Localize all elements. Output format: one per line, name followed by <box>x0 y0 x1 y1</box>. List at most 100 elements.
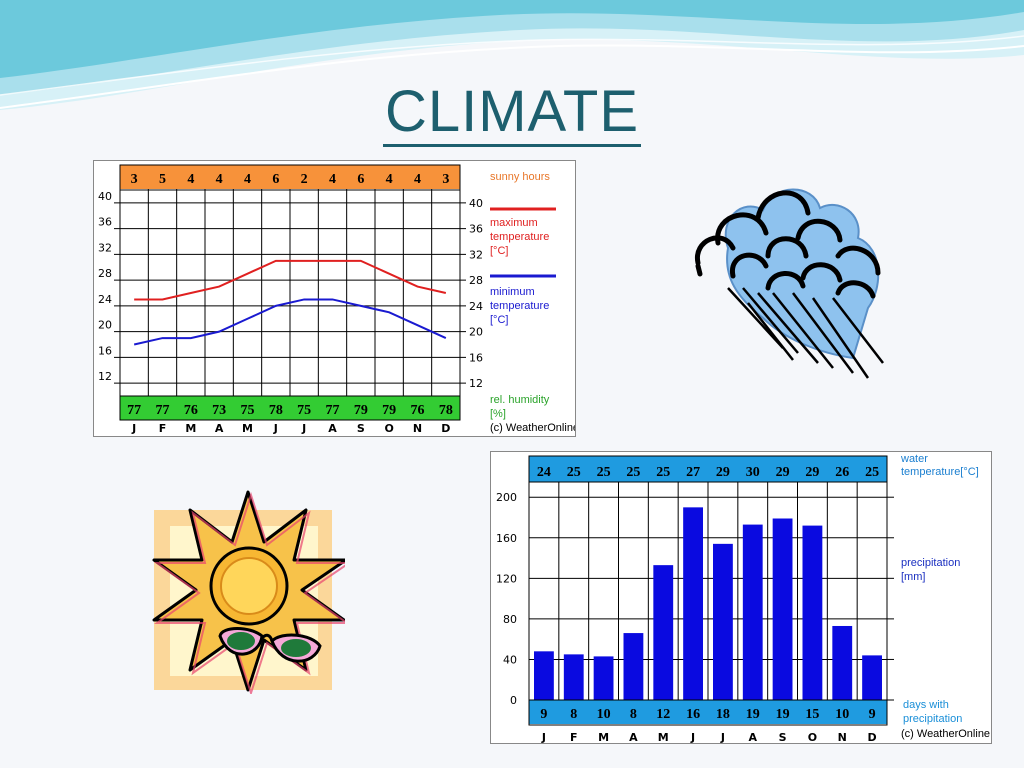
rain-days-value: 8 <box>630 707 637 722</box>
water-temperature-value: 29 <box>776 465 790 480</box>
y-tick-label-left: 12 <box>98 370 112 383</box>
humidity-value: 75 <box>297 403 311 418</box>
precipitation-bar <box>623 633 644 700</box>
month-label: O <box>808 731 817 743</box>
rain-days-value: 8 <box>570 707 577 722</box>
month-label: N <box>838 731 847 743</box>
y-tick-label-right: 32 <box>469 248 483 261</box>
rain-days-value: 12 <box>656 707 670 722</box>
max-temperature-line <box>134 259 447 301</box>
precipitation-bar <box>713 543 733 700</box>
month-label: J <box>720 731 725 743</box>
y-tick-label-left: 20 <box>98 319 112 332</box>
humidity-value: 78 <box>439 403 453 418</box>
sunny-hours-value: 4 <box>244 172 251 187</box>
plot-frame <box>528 455 888 726</box>
month-label: J <box>690 731 695 743</box>
water-temperature-value: 25 <box>656 465 670 480</box>
sunny-hours-value: 5 <box>159 172 166 187</box>
precipitation-bar <box>802 525 823 700</box>
water-temperature-value: 24 <box>537 465 551 480</box>
month-label: D <box>868 731 877 743</box>
y-tick-label-right: 16 <box>469 351 483 364</box>
month-label: M <box>598 731 609 743</box>
month-label: S <box>779 731 787 743</box>
month-label: J <box>541 731 546 743</box>
y-tick-label-right: 36 <box>469 223 483 236</box>
humidity-value: 76 <box>184 403 198 418</box>
precipitation-bar <box>862 655 882 700</box>
rain-days-value: 10 <box>597 707 611 722</box>
rain-days-value: 19 <box>746 707 760 722</box>
sunny-hours-value: 4 <box>329 172 336 187</box>
y-tick-label-left: 16 <box>98 344 112 357</box>
sunny-hours-value: 3 <box>131 172 138 187</box>
precipitation-bar <box>653 565 674 700</box>
legend-water-temperature: water <box>900 453 928 465</box>
legend-min-temperature: [°C] <box>490 314 508 326</box>
precipitation-bar <box>563 654 584 700</box>
y-tick-label: 0 <box>510 694 517 707</box>
legend-precipitation: [mm] <box>901 571 925 583</box>
copyright-label: (c) WeatherOnline <box>490 422 575 434</box>
y-tick-label-left: 40 <box>98 190 112 203</box>
sunny-hours-value: 6 <box>357 172 364 187</box>
copyright-label: (c) WeatherOnline <box>901 728 990 740</box>
month-label: S <box>357 422 365 435</box>
y-tick-label-right: 28 <box>469 274 483 287</box>
month-label: A <box>629 731 638 743</box>
sunny-hours-value: 4 <box>216 172 223 187</box>
rain-days-value: 9 <box>540 707 547 722</box>
rain-days-value: 18 <box>716 707 730 722</box>
sunny-hours-value: 4 <box>414 172 421 187</box>
month-label: A <box>748 731 757 743</box>
month-label: J <box>131 422 136 435</box>
legend-rain-days: precipitation <box>903 713 962 725</box>
legend-water-temperature: temperature[°C] <box>901 466 979 478</box>
month-label: N <box>413 422 422 435</box>
month-label: F <box>159 422 167 435</box>
water-temperature-value: 29 <box>805 465 819 480</box>
rain-days-value: 19 <box>776 707 790 722</box>
humidity-value: 79 <box>354 403 368 418</box>
y-tick-label: 80 <box>503 613 517 626</box>
water-temperature-value: 27 <box>686 465 700 480</box>
y-tick-label-right: 40 <box>469 197 483 210</box>
y-tick-label: 160 <box>496 532 517 545</box>
rain-days-value: 15 <box>805 707 819 722</box>
legend-min-temperature: temperature <box>490 300 549 312</box>
month-label: M <box>185 422 196 435</box>
water-temperature-value: 25 <box>597 465 611 480</box>
sunny-hours-value: 6 <box>272 172 279 187</box>
humidity-value: 73 <box>212 403 226 418</box>
sunny-hours-band <box>120 165 460 189</box>
sun-with-sunglasses-icon <box>152 490 345 694</box>
precipitation-chart-svg: 0 40 80 120 160 200 24 9 J 25 8 F 25 10 M 25 8 A 25 12 M 27 16… <box>496 453 990 743</box>
precipitation-bar <box>772 518 793 700</box>
legend-sunny-hours: sunny hours <box>490 171 550 183</box>
month-label: O <box>384 422 393 435</box>
sunny-hours-value: 4 <box>386 172 393 187</box>
legend-max-temperature: [°C] <box>490 245 508 257</box>
sunny-hours-value: 2 <box>301 172 308 187</box>
temperature-chart-svg: 12121616202024242828323236364040377J577F… <box>98 164 575 435</box>
water-temperature-value: 29 <box>716 465 730 480</box>
humidity-value: 75 <box>241 403 255 418</box>
y-tick-label: 40 <box>503 653 517 666</box>
legend-rain-days: days with <box>903 699 949 711</box>
legend-humidity: [%] <box>490 408 506 420</box>
precipitation-chart: 0 40 80 120 160 200 24 9 J 25 8 F 25 10 M 25 8 A 25 12 M 27 16… <box>490 451 992 744</box>
water-temperature-value: 30 <box>746 465 760 480</box>
month-label: A <box>328 422 337 435</box>
rain-days-value: 16 <box>686 707 700 722</box>
temperature-chart: 12 12 16 16 20 20 24 24 28 28 32 32 36 36 40 40 3 77 J 5 77 F… <box>93 160 576 437</box>
plot-frame <box>119 164 461 421</box>
rain-days-value: 9 <box>869 707 876 722</box>
rain-cloud-icon <box>695 188 884 379</box>
legend-precipitation: precipitation <box>901 557 960 569</box>
humidity-value: 79 <box>382 403 396 418</box>
water-temperature-value: 25 <box>865 465 879 480</box>
slide-title: CLIMATE <box>0 78 1024 147</box>
header-wave <box>0 0 1024 110</box>
water-temperature-band <box>529 456 887 482</box>
